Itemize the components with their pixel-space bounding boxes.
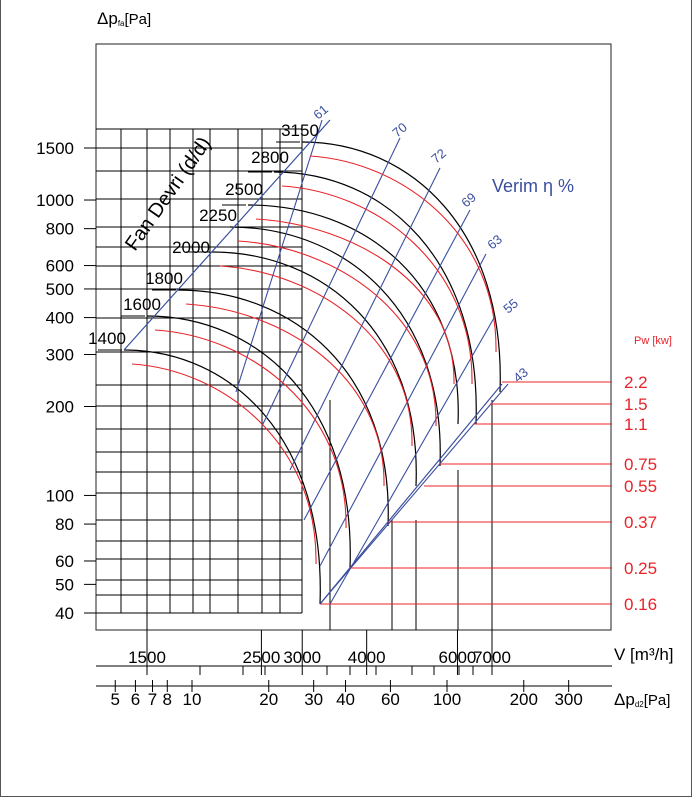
fan-speed-curve	[273, 171, 477, 425]
y-tick-label: 1500	[36, 139, 74, 158]
efficiency-title: Verim η %	[492, 176, 574, 196]
power-curve	[219, 265, 413, 447]
speed-label: 2500	[225, 180, 263, 199]
speed-label: 2000	[172, 238, 210, 257]
power-label: 0.16	[624, 595, 657, 614]
x-tick-label: 6000	[439, 648, 477, 667]
y-tick-label: 500	[46, 280, 74, 299]
chart-curves	[98, 119, 612, 605]
power-curve	[255, 218, 455, 385]
x-axis-label: V [m³/h]	[614, 645, 674, 664]
fan-speed-curve	[146, 315, 351, 569]
y-tick-label: 400	[46, 309, 74, 328]
fan-speed-curve	[177, 289, 389, 527]
x-tick-label: 1500	[128, 648, 166, 667]
y-axis-label: Δpfa[Pa]	[97, 9, 151, 28]
y-tick-label: 600	[46, 257, 74, 276]
fan-speed-curve	[123, 349, 321, 605]
power-label: 2.2	[624, 373, 648, 392]
power-curve	[131, 363, 317, 565]
y-tick-label: 1000	[36, 191, 74, 210]
chart-grid	[84, 43, 612, 692]
power-curve	[309, 155, 497, 353]
power-label: 0.25	[624, 559, 657, 578]
efficiency-line	[235, 119, 323, 393]
power-label: 1.5	[624, 395, 648, 414]
speed-envelope-line	[123, 119, 331, 351]
x-tick-label: 4000	[348, 648, 386, 667]
x2-tick-label: 30	[304, 690, 323, 709]
x-tick-label: 3000	[283, 648, 321, 667]
right-boundary-line	[319, 383, 503, 605]
plot-frame	[95, 43, 612, 631]
power-label: 1.1	[624, 415, 648, 434]
y-tick-label: 60	[55, 552, 74, 571]
y-tick-label: 40	[55, 604, 74, 623]
power-label: 0.75	[624, 455, 657, 474]
efficiency-label: 70	[389, 120, 410, 141]
x-tick-label: 7000	[473, 648, 511, 667]
efficiency-line	[319, 253, 487, 567]
x2-tick-label: 10	[183, 690, 202, 709]
speed-label: 3150	[281, 121, 319, 140]
x2-tick-label: 60	[381, 690, 400, 709]
speed-label: 1800	[145, 269, 183, 288]
x2-tick-label: 5	[111, 690, 120, 709]
speed-label: 2250	[199, 206, 237, 225]
efficiency-label: 72	[428, 146, 449, 167]
efficiency-label: 63	[484, 232, 505, 253]
speed-label: 1600	[123, 295, 161, 314]
efficiency-line	[303, 209, 471, 521]
x2-tick-label: 40	[336, 690, 355, 709]
speed-label: 2800	[251, 148, 289, 167]
fan-speed-curve	[301, 141, 501, 393]
efficiency-line	[319, 383, 509, 605]
y-tick-label: 80	[55, 515, 74, 534]
x2-tick-label: 7	[148, 690, 157, 709]
x2-tick-label: 200	[510, 690, 538, 709]
power-curve	[237, 240, 437, 427]
speed-axis-title: Fan Devri (d/d)	[121, 133, 216, 255]
efficiency-label: 69	[458, 190, 479, 211]
y-tick-label: 800	[46, 220, 74, 239]
y-tick-label: 300	[46, 345, 74, 364]
fan-speed-curve	[247, 204, 459, 425]
y-tick-label: 100	[46, 486, 74, 505]
x2-tick-label: 6	[131, 690, 140, 709]
x-tick-label: 2500	[242, 648, 280, 667]
efficiency-label: 55	[500, 296, 521, 317]
efficiency-label: 61	[310, 102, 331, 123]
y-tick-label: 200	[46, 398, 74, 417]
power-curve	[185, 303, 385, 487]
fan-speed-curve	[211, 251, 417, 487]
y-tick-label: 50	[55, 575, 74, 594]
efficiency-line	[329, 317, 495, 605]
x2-tick-label: 100	[433, 690, 461, 709]
power-curve	[154, 329, 347, 529]
power-label: 0.37	[624, 513, 657, 532]
power-title: Pw [kw]	[634, 335, 672, 347]
x2-axis-label: Δpd2[Pa]	[614, 690, 670, 709]
efficiency-line	[261, 137, 401, 427]
speed-label: 1400	[88, 329, 126, 348]
power-label: 0.55	[624, 477, 657, 496]
power-curve	[281, 185, 473, 385]
x2-tick-label: 8	[163, 690, 172, 709]
chart-labels: 1500 1000 800 600 500 400 300 200 100 80 60 50 40 150…	[36, 102, 657, 709]
x2-tick-label: 300	[554, 690, 582, 709]
x2-tick-label: 20	[259, 690, 278, 709]
